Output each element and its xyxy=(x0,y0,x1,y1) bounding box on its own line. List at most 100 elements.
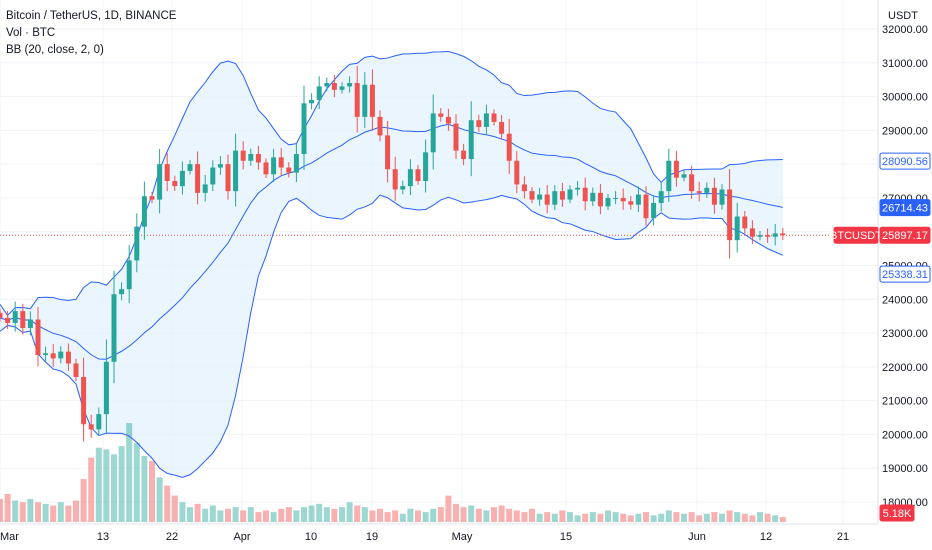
x-tick-label: May xyxy=(452,531,473,543)
volume-bar xyxy=(285,507,292,522)
candle-body xyxy=(643,194,649,219)
volume-bar xyxy=(247,507,254,522)
candle-body xyxy=(134,226,140,261)
volume-bar xyxy=(643,512,649,522)
y-tick-label: 21000.00 xyxy=(882,396,928,408)
candle-body xyxy=(765,235,771,237)
volume-bar xyxy=(407,508,414,522)
candle-body xyxy=(354,83,360,117)
volume-bar xyxy=(589,512,596,522)
volume-bar xyxy=(567,512,573,522)
candle xyxy=(506,118,512,175)
candle xyxy=(742,211,748,234)
candle xyxy=(438,108,444,122)
volume-bar xyxy=(35,502,41,522)
volume-bar xyxy=(392,510,399,522)
candle xyxy=(537,187,543,206)
candle-body xyxy=(339,86,345,90)
volume-bar xyxy=(703,513,710,522)
x-tick-label: 19 xyxy=(366,531,378,543)
volume-bar xyxy=(582,513,589,522)
candle-body xyxy=(58,351,64,359)
candle-body xyxy=(491,113,497,122)
candle xyxy=(324,77,330,92)
candle-body xyxy=(225,164,231,192)
candle-body xyxy=(164,164,170,182)
svg-text:26714.43: 26714.43 xyxy=(882,203,928,215)
candle xyxy=(476,114,482,132)
candle xyxy=(559,183,565,207)
candle-body xyxy=(271,157,277,175)
candle xyxy=(765,228,771,243)
volume-bar xyxy=(240,510,247,522)
volume-bar xyxy=(498,505,505,522)
candle xyxy=(491,109,497,126)
volume-bar xyxy=(605,510,611,522)
chart-legend: Bitcoin / TetherUS, 1D, BINANCE Vol · BT… xyxy=(6,8,176,59)
x-tick-label: Mar xyxy=(0,531,19,543)
legend-volume[interactable]: Vol · BTC xyxy=(6,27,56,39)
candle-body xyxy=(210,167,216,185)
volume-bar xyxy=(620,513,627,522)
candle xyxy=(73,358,79,382)
candle-body xyxy=(742,216,748,229)
y-tick-label: 32000.00 xyxy=(882,24,928,36)
volume-bar xyxy=(141,456,148,522)
candle-body xyxy=(149,196,155,200)
candle xyxy=(719,184,725,210)
volume-bar xyxy=(308,505,315,522)
volume-bar xyxy=(12,500,19,522)
y-tick-label: 23000.00 xyxy=(882,328,928,340)
candle xyxy=(651,194,657,226)
candle xyxy=(521,176,527,199)
x-tick-label: 21 xyxy=(837,531,849,543)
legend-symbol-title[interactable]: Bitcoin / TetherUS, 1D, BINANCE xyxy=(6,10,177,22)
candle xyxy=(5,311,11,330)
candle-body xyxy=(240,150,246,161)
volume-bar xyxy=(521,512,528,522)
candle xyxy=(430,94,436,170)
volume-bar xyxy=(612,512,619,522)
volume-bar xyxy=(460,507,467,522)
volume-bar xyxy=(4,493,11,522)
volume-bar xyxy=(779,517,786,522)
volume-bar xyxy=(225,508,231,522)
volume-badge: 5.18K xyxy=(879,504,915,522)
candle-body xyxy=(620,197,626,202)
legend-bollinger-bands[interactable]: BB (20, close, 2, 0) xyxy=(6,44,104,56)
candle-body xyxy=(780,233,786,236)
candle xyxy=(111,270,117,384)
volume-bar xyxy=(263,510,269,522)
x-tick-label: 10 xyxy=(305,531,317,543)
candle-body xyxy=(453,123,459,151)
svg-text:5.18K: 5.18K xyxy=(883,508,912,520)
y-tick-label: 24000.00 xyxy=(882,294,928,306)
candle xyxy=(217,156,223,175)
candle-body xyxy=(301,103,307,155)
volume-bar xyxy=(635,513,642,522)
candle-body xyxy=(529,191,535,200)
volume-bar xyxy=(80,479,87,522)
candle-body xyxy=(521,184,527,192)
volume-bar xyxy=(741,513,748,522)
candle xyxy=(400,180,406,195)
candle-body xyxy=(347,83,353,87)
candle xyxy=(210,160,216,191)
volume-bar xyxy=(377,508,383,522)
candle xyxy=(567,185,573,204)
volume-bar xyxy=(574,515,581,522)
bb-lower-badge: 25338.31 xyxy=(879,265,931,283)
volume-bar xyxy=(772,515,779,522)
candle-body xyxy=(476,120,482,127)
candle xyxy=(202,174,208,202)
y-tick-label: 29000.00 xyxy=(882,125,928,137)
candle xyxy=(445,108,451,131)
volume-bar xyxy=(422,512,429,522)
candle xyxy=(499,115,505,140)
candle xyxy=(286,162,292,178)
volume-bar xyxy=(149,460,155,522)
candle xyxy=(271,148,277,183)
volume-bar xyxy=(194,503,201,522)
candle-body xyxy=(12,311,18,323)
